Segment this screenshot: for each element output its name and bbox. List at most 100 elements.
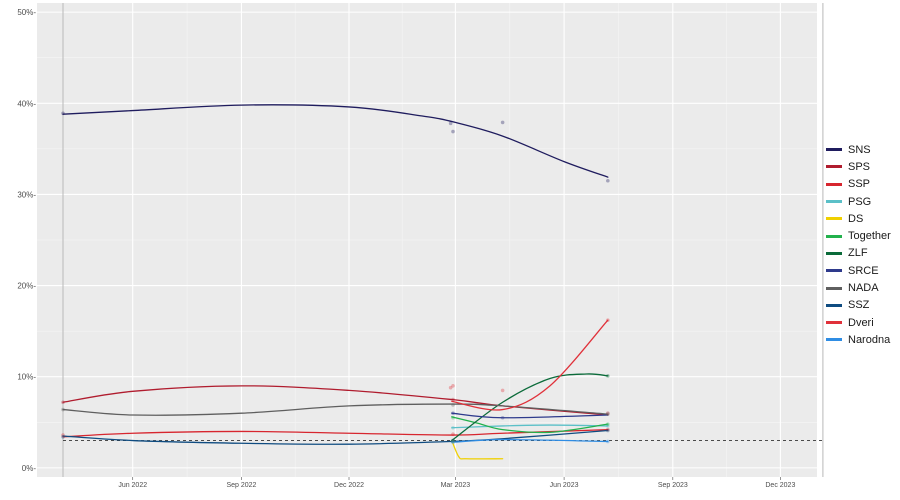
series-line-ssz xyxy=(62,429,609,445)
data-point-zlf xyxy=(606,374,610,378)
series-line-psg xyxy=(451,424,609,429)
legend-label: Dveri xyxy=(848,316,874,329)
x-tick-label: Jun 2022 xyxy=(118,482,147,489)
legend-swatch xyxy=(826,338,842,342)
legend-label: SPS xyxy=(848,160,871,173)
data-point-nada xyxy=(606,412,610,416)
y-tick-label: 30%- xyxy=(17,190,36,199)
series-line-together xyxy=(451,416,609,434)
legend-item-ds: DS xyxy=(826,210,898,227)
data-point-narodna xyxy=(606,439,610,444)
data-point-nada xyxy=(61,407,65,412)
legend-swatch xyxy=(826,251,842,255)
data-point-psg xyxy=(451,425,455,430)
data-point-srce xyxy=(451,411,455,415)
legend-swatch xyxy=(826,165,842,169)
legend: SNS SPS SSP PSG DS Together ZLF SRCE NADA SSZ Dver… xyxy=(826,141,898,349)
legend-swatch xyxy=(826,303,842,307)
legend-label: PSG xyxy=(848,195,872,208)
series-line-ds xyxy=(451,439,504,460)
data-point-sps xyxy=(606,411,610,415)
data-point-psg xyxy=(606,424,610,428)
data-point-ssz xyxy=(451,438,455,443)
series-points xyxy=(61,111,610,445)
legend-item-srce: SRCE xyxy=(826,262,898,279)
legend-swatch xyxy=(826,321,842,325)
data-point-nada xyxy=(451,403,455,407)
legend-swatch xyxy=(826,234,842,238)
x-tick-label: Jun 2023 xyxy=(550,482,579,489)
y-axis-ticks: 0%- 10%- 20%- 30%- 40%- 50%- xyxy=(17,8,36,473)
legend-item-narodna: Narodna xyxy=(826,331,898,348)
legend-item-psg: PSG xyxy=(826,193,898,210)
legend-swatch xyxy=(826,200,842,204)
data-point-sns xyxy=(61,111,65,116)
legend-label: SNS xyxy=(848,143,871,156)
legend-swatch xyxy=(826,269,842,273)
x-tick-label: Sep 2022 xyxy=(226,482,256,489)
legend-swatch xyxy=(826,182,842,186)
legend-label: SSZ xyxy=(848,299,870,312)
y-tick-label: 40%- xyxy=(17,99,36,108)
series-line-dveri xyxy=(451,319,609,411)
series-line-sns xyxy=(62,104,609,178)
y-tick-label: 20%- xyxy=(17,282,36,291)
legend-item-ssp: SSP xyxy=(826,176,898,193)
legend-item-dveri: Dveri xyxy=(826,314,898,331)
data-point-sns xyxy=(606,178,610,183)
legend-item-ssz: SSZ xyxy=(826,297,898,314)
x-tick-label: Sep 2023 xyxy=(658,482,688,489)
legend-swatch xyxy=(826,286,842,290)
reference-vertical-lines xyxy=(62,3,824,477)
legend-swatch xyxy=(826,148,842,152)
data-point-sps xyxy=(451,397,455,402)
data-point-ssz xyxy=(606,428,610,433)
series-line-ssp xyxy=(62,428,609,438)
series-lines xyxy=(62,104,609,460)
x-tick-label: Dec 2022 xyxy=(334,482,364,489)
data-point-sns xyxy=(448,121,453,126)
grid-minor xyxy=(37,3,817,477)
legend-label: Together xyxy=(848,230,891,243)
data-point-dveri xyxy=(606,318,610,323)
data-point-dveri xyxy=(451,384,455,388)
legend-label: Narodna xyxy=(848,333,891,346)
data-point-ds xyxy=(451,439,455,444)
data-point-ssz xyxy=(61,435,65,439)
data-point-together xyxy=(451,415,455,420)
x-tick-label: Mar 2023 xyxy=(441,482,471,489)
legend-label: SSP xyxy=(848,178,871,191)
legend-label: ZLF xyxy=(848,247,868,260)
data-point-srce xyxy=(500,415,505,420)
series-line-narodna xyxy=(451,438,609,444)
x-axis-ticks: Jun 2022 Sep 2022 Dec 2022 Mar 2023 Jun 2023… xyxy=(118,477,795,489)
legend-item-zlf: ZLF xyxy=(826,245,898,262)
series-line-zlf xyxy=(451,373,609,442)
data-point-narodna xyxy=(451,440,455,445)
series-line-nada xyxy=(62,403,609,416)
y-tick-label: 0%- xyxy=(22,464,37,473)
x-tick-label: Dec 2023 xyxy=(765,482,795,489)
y-tick-label: 50%- xyxy=(17,8,36,17)
data-point-sns xyxy=(451,129,455,134)
legend-label: SRCE xyxy=(848,264,879,277)
data-point-ssp xyxy=(606,427,610,432)
legend-label: DS xyxy=(848,212,864,225)
legend-swatch xyxy=(826,217,842,221)
grid-major xyxy=(37,3,817,477)
legend-item-sns: SNS xyxy=(826,141,898,158)
data-point-sps xyxy=(61,400,65,405)
data-point-dveri xyxy=(448,385,453,390)
legend-item-together: Together xyxy=(826,227,898,244)
y-tick-label: 10%- xyxy=(17,373,36,382)
data-point-sns xyxy=(500,120,505,125)
data-point-ssp xyxy=(451,432,455,436)
legend-item-nada: NADA xyxy=(826,279,898,296)
data-point-together xyxy=(606,422,610,426)
legend-label: NADA xyxy=(848,282,879,295)
series-line-srce xyxy=(451,412,609,419)
legend-item-sps: SPS xyxy=(826,158,898,175)
data-point-dveri xyxy=(500,388,505,393)
